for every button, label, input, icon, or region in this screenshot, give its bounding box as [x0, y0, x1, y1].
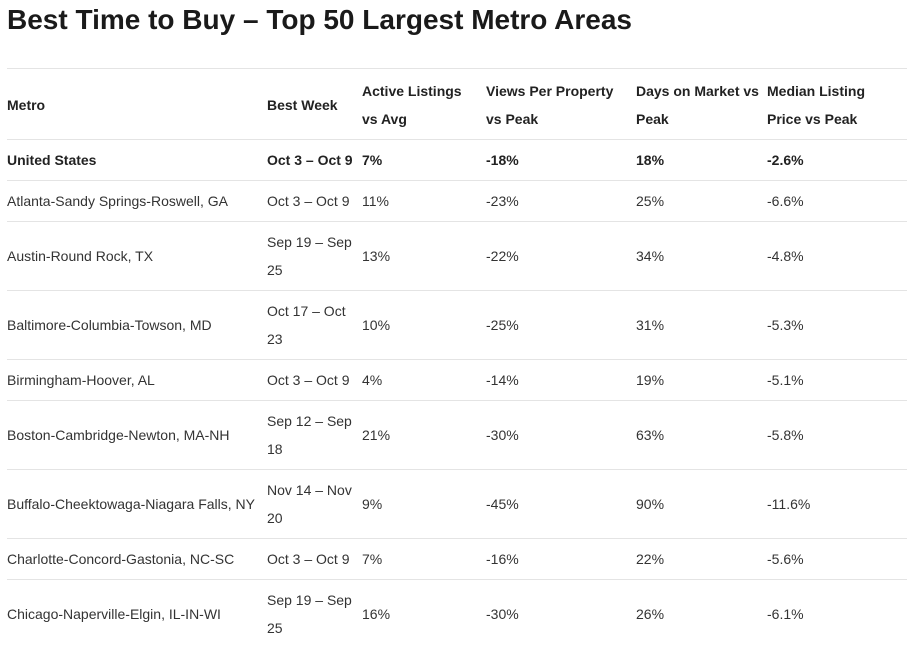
- cell-views-per-property: -30%: [486, 401, 636, 470]
- cell-median-listing-price: -11.6%: [767, 470, 907, 539]
- header-median-listing-price: Median Listing Price vs Peak: [767, 69, 907, 140]
- cell-days-on-market: 19%: [636, 360, 767, 401]
- table-row: Atlanta-Sandy Springs-Roswell, GA Oct 3 …: [7, 181, 907, 222]
- cell-days-on-market: 90%: [636, 470, 767, 539]
- table-row: Boston-Cambridge-Newton, MA-NH Sep 12 – …: [7, 401, 907, 470]
- cell-best-week: Sep 19 – Sep 25: [267, 580, 362, 648]
- cell-days-on-market: 22%: [636, 539, 767, 580]
- header-best-week: Best Week: [267, 69, 362, 140]
- cell-active-listings: 10%: [362, 291, 486, 360]
- table-body: United States Oct 3 – Oct 9 7% -18% 18% …: [7, 140, 907, 648]
- cell-metro: Chicago-Naperville-Elgin, IL-IN-WI: [7, 580, 267, 648]
- table-row: Buffalo-Cheektowaga-Niagara Falls, NY No…: [7, 470, 907, 539]
- table-row: Birmingham-Hoover, AL Oct 3 – Oct 9 4% -…: [7, 360, 907, 401]
- cell-active-listings: 7%: [362, 539, 486, 580]
- cell-views-per-property: -22%: [486, 222, 636, 291]
- cell-active-listings: 16%: [362, 580, 486, 648]
- cell-days-on-market: 63%: [636, 401, 767, 470]
- cell-views-per-property: -16%: [486, 539, 636, 580]
- cell-days-on-market: 34%: [636, 222, 767, 291]
- cell-best-week: Oct 3 – Oct 9: [267, 140, 362, 181]
- cell-metro: Charlotte-Concord-Gastonia, NC-SC: [7, 539, 267, 580]
- header-row: Metro Best Week Active Listings vs Avg V…: [7, 69, 907, 140]
- cell-active-listings: 21%: [362, 401, 486, 470]
- table-row: United States Oct 3 – Oct 9 7% -18% 18% …: [7, 140, 907, 181]
- cell-best-week: Oct 3 – Oct 9: [267, 360, 362, 401]
- cell-days-on-market: 18%: [636, 140, 767, 181]
- cell-active-listings: 4%: [362, 360, 486, 401]
- cell-median-listing-price: -4.8%: [767, 222, 907, 291]
- cell-metro: Atlanta-Sandy Springs-Roswell, GA: [7, 181, 267, 222]
- cell-views-per-property: -25%: [486, 291, 636, 360]
- cell-views-per-property: -23%: [486, 181, 636, 222]
- cell-best-week: Nov 14 – Nov 20: [267, 470, 362, 539]
- cell-median-listing-price: -5.6%: [767, 539, 907, 580]
- cell-metro: Baltimore-Columbia-Towson, MD: [7, 291, 267, 360]
- cell-views-per-property: -30%: [486, 580, 636, 648]
- cell-days-on-market: 25%: [636, 181, 767, 222]
- table-row: Austin-Round Rock, TX Sep 19 – Sep 25 13…: [7, 222, 907, 291]
- cell-median-listing-price: -6.6%: [767, 181, 907, 222]
- table-row: Charlotte-Concord-Gastonia, NC-SC Oct 3 …: [7, 539, 907, 580]
- header-views-per-property: Views Per Property vs Peak: [486, 69, 636, 140]
- table-row: Chicago-Naperville-Elgin, IL-IN-WI Sep 1…: [7, 580, 907, 648]
- cell-best-week: Oct 3 – Oct 9: [267, 181, 362, 222]
- page-title: Best Time to Buy – Top 50 Largest Metro …: [7, 4, 632, 36]
- table-row: Baltimore-Columbia-Towson, MD Oct 17 – O…: [7, 291, 907, 360]
- metro-table-container: Metro Best Week Active Listings vs Avg V…: [7, 68, 907, 648]
- cell-active-listings: 9%: [362, 470, 486, 539]
- header-days-on-market: Days on Market vs Peak: [636, 69, 767, 140]
- header-metro: Metro: [7, 69, 267, 140]
- cell-median-listing-price: -5.3%: [767, 291, 907, 360]
- cell-best-week: Sep 19 – Sep 25: [267, 222, 362, 291]
- cell-best-week: Oct 3 – Oct 9: [267, 539, 362, 580]
- cell-days-on-market: 31%: [636, 291, 767, 360]
- cell-metro: Birmingham-Hoover, AL: [7, 360, 267, 401]
- cell-views-per-property: -18%: [486, 140, 636, 181]
- cell-median-listing-price: -5.1%: [767, 360, 907, 401]
- cell-median-listing-price: -5.8%: [767, 401, 907, 470]
- cell-active-listings: 13%: [362, 222, 486, 291]
- cell-median-listing-price: -2.6%: [767, 140, 907, 181]
- cell-best-week: Sep 12 – Sep 18: [267, 401, 362, 470]
- cell-days-on-market: 26%: [636, 580, 767, 648]
- header-active-listings: Active Listings vs Avg: [362, 69, 486, 140]
- cell-views-per-property: -14%: [486, 360, 636, 401]
- cell-views-per-property: -45%: [486, 470, 636, 539]
- cell-active-listings: 11%: [362, 181, 486, 222]
- metro-table: Metro Best Week Active Listings vs Avg V…: [7, 68, 907, 648]
- cell-metro: Austin-Round Rock, TX: [7, 222, 267, 291]
- cell-metro: United States: [7, 140, 267, 181]
- cell-median-listing-price: -6.1%: [767, 580, 907, 648]
- table-header: Metro Best Week Active Listings vs Avg V…: [7, 69, 907, 140]
- cell-active-listings: 7%: [362, 140, 486, 181]
- cell-metro: Boston-Cambridge-Newton, MA-NH: [7, 401, 267, 470]
- cell-best-week: Oct 17 – Oct 23: [267, 291, 362, 360]
- cell-metro: Buffalo-Cheektowaga-Niagara Falls, NY: [7, 470, 267, 539]
